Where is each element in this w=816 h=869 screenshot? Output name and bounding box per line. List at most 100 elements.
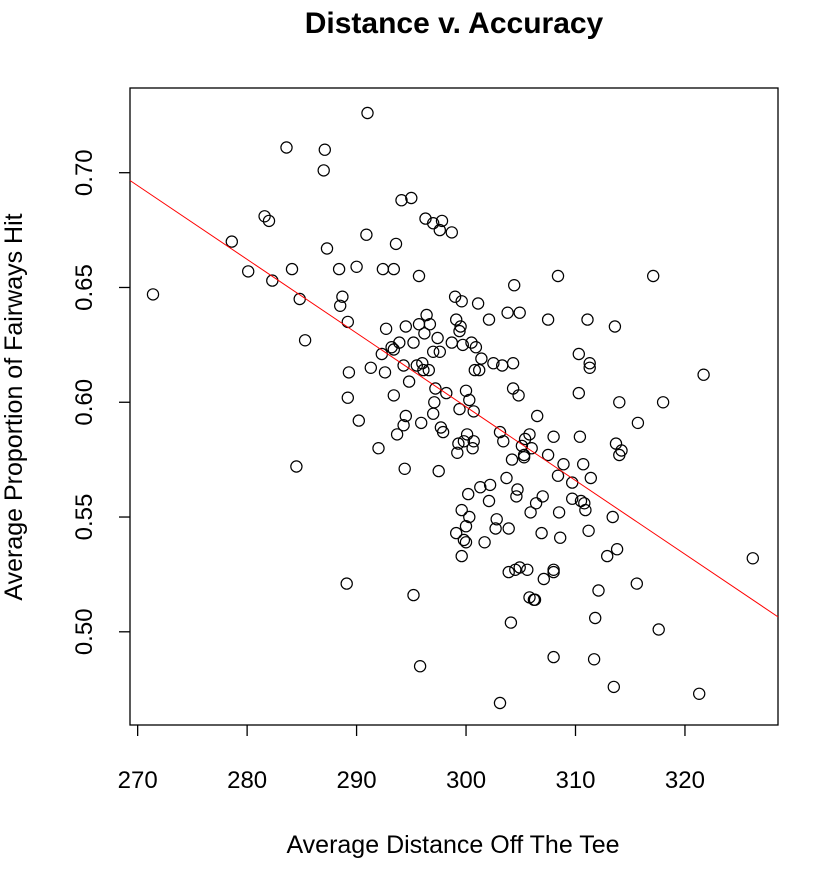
scatter-point: [262, 214, 276, 228]
scatter-point: [478, 536, 491, 549]
scatter-point: [429, 382, 442, 395]
scatter-point: [361, 106, 374, 120]
scatter-point: [497, 435, 510, 448]
scatter-point: [405, 191, 418, 205]
scatter-point: [573, 430, 587, 443]
scatter-point: [422, 363, 435, 377]
scatter-point: [387, 343, 400, 356]
scatter-point: [608, 320, 622, 333]
scatter-point: [360, 228, 373, 241]
x-tick-label: 300: [446, 767, 486, 794]
scatter-point: [610, 543, 624, 556]
scatter-point: [445, 336, 458, 349]
scatter-point: [341, 391, 354, 404]
scatter-point: [428, 396, 441, 409]
scatter-point: [450, 526, 463, 540]
x-tick-label: 280: [227, 767, 267, 794]
scatter-point: [258, 210, 271, 223]
scatter-point: [334, 299, 347, 312]
scatter-point: [433, 223, 446, 237]
scatter-point: [241, 265, 255, 278]
scatter-point: [508, 279, 521, 292]
scatter-point: [513, 306, 526, 319]
scatter-point: [432, 464, 445, 478]
scatter-point: [459, 384, 473, 397]
x-axis: 270 280 290 300 310 320: [118, 725, 705, 794]
scatter-point: [453, 324, 466, 338]
scatter-point: [583, 357, 596, 370]
scatter-point: [410, 359, 423, 372]
scatter-point: [489, 522, 502, 535]
scatter-point: [521, 563, 534, 577]
scatter-point: [415, 416, 428, 430]
scatter-point: [340, 577, 353, 590]
scatter-point: [402, 375, 416, 388]
scatter-point: [582, 524, 595, 538]
scatter-point: [467, 405, 480, 418]
scatter-point: [518, 432, 532, 446]
scatter-point: [417, 363, 430, 377]
scatter-point: [379, 322, 393, 335]
scatter-point: [456, 338, 469, 352]
scatter-point: [146, 288, 160, 301]
scatter-point: [427, 216, 440, 230]
scatter-point: [390, 428, 404, 441]
scatter-point: [511, 483, 524, 496]
scatter-point: [399, 409, 412, 423]
scatter-point: [493, 696, 507, 710]
scatter-point: [572, 347, 586, 361]
scatter-point: [613, 396, 626, 409]
y-axis: 0.50 0.55 0.60 0.65 0.70: [71, 149, 130, 655]
scatter-point: [581, 313, 594, 326]
scatter-point: [501, 306, 514, 319]
scatter-point: [746, 552, 760, 565]
scatter-point: [454, 320, 467, 333]
scatter-point: [455, 295, 468, 308]
scatter-point: [547, 430, 560, 443]
chart-title: Distance v. Accuracy: [305, 7, 604, 40]
scatter-point: [529, 497, 543, 510]
scatter-point: [352, 414, 365, 427]
scatter-point: [418, 327, 431, 340]
scatter-point: [466, 442, 479, 455]
scatter-point: [547, 563, 560, 577]
scatter-point: [416, 357, 429, 370]
y-tick-label: 0.65: [71, 264, 98, 311]
scatter-point: [463, 510, 476, 524]
y-axis-label: Average Proportion of Fairways Hit: [0, 213, 28, 600]
scatter-point: [474, 481, 487, 494]
scatter-point: [525, 442, 538, 455]
scatter-point: [460, 428, 474, 441]
scatter-point: [493, 425, 507, 439]
scatter-point: [372, 442, 385, 455]
scatter-point: [504, 616, 518, 629]
scatter-point: [445, 226, 458, 239]
y-tick-label: 0.50: [71, 608, 98, 655]
x-tick-label: 290: [337, 767, 377, 794]
scatter-point: [551, 469, 565, 482]
scatter-point: [450, 313, 463, 326]
scatter-point: [462, 487, 475, 501]
data-points: [146, 106, 760, 710]
scatter-point: [412, 269, 426, 283]
scatter-point: [473, 363, 486, 377]
scatter-point: [505, 453, 519, 466]
scatter-point: [332, 262, 346, 276]
scatter-point: [397, 419, 410, 432]
scatter-point: [535, 526, 548, 540]
scatter-point: [350, 260, 363, 273]
scatter-point: [630, 577, 644, 590]
scatter-point: [285, 262, 299, 276]
scatter-point: [459, 536, 473, 549]
scatter-point: [541, 448, 555, 462]
scatter-point: [490, 513, 503, 526]
scatter-point: [433, 345, 446, 358]
x-axis-label: Average Distance Off The Tee: [286, 831, 619, 859]
scatter-point: [467, 435, 480, 448]
scatter-point: [225, 235, 238, 248]
scatter-point: [420, 308, 433, 322]
scatter-point: [697, 368, 710, 381]
scatter-point: [376, 262, 390, 276]
scatter-point: [572, 386, 586, 400]
scatter-point: [557, 458, 570, 471]
